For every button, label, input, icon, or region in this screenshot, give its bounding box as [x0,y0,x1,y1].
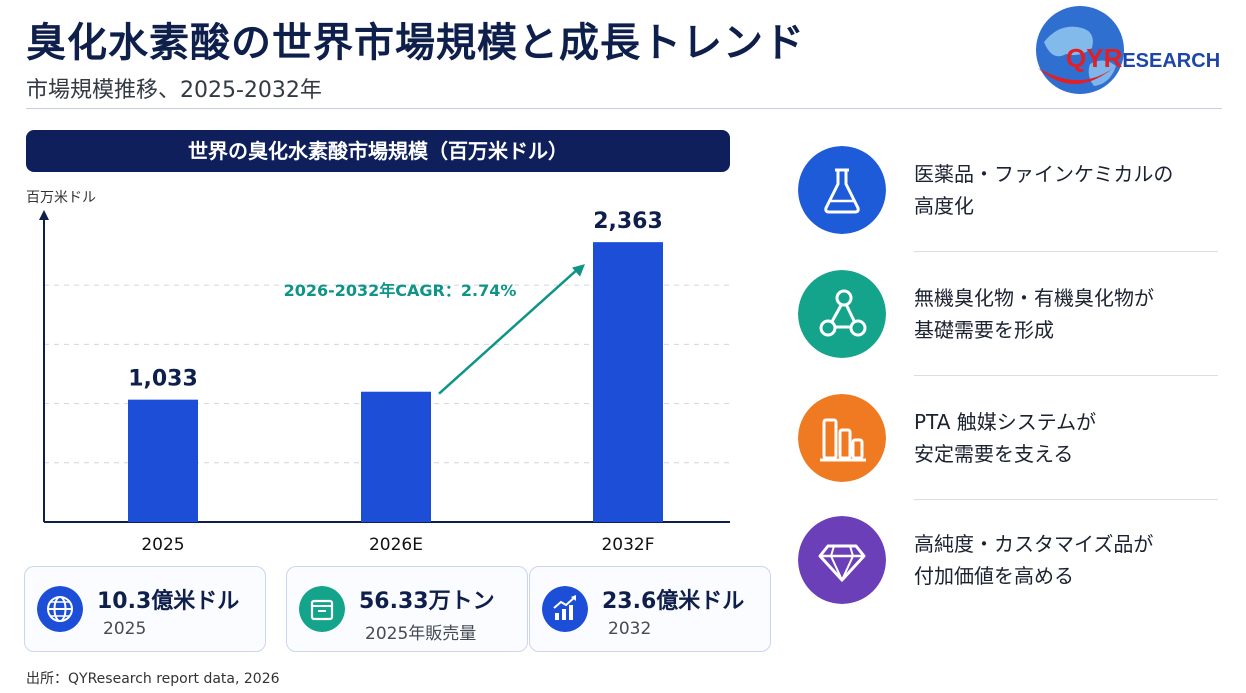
kpi-value: 56.33万トン [359,589,495,614]
feature-text: PTA 触媒システムが 安定需要を支える [914,410,1097,466]
kpi-value: 23.6億米ドル [602,589,745,614]
feature-divider [914,499,1218,500]
y-axis-arrow [39,210,49,220]
x-tick-2025: 2025 [141,535,184,555]
x-tick-2026E: 2026E [369,535,423,555]
flask-icon [798,146,886,234]
molecule-icon [798,270,886,358]
globe-icon [37,586,83,632]
kpi-label: 2025年販売量 [365,624,477,644]
page-subtitle: 市場規模推移、2025-2032年 [26,78,322,103]
bar-2025 [128,399,198,522]
feature-item-pta-catalyst: PTA 触媒システムが 安定需要を支える [798,378,1218,500]
factory-icon [798,394,886,482]
feature-item-pharma: 医薬品・ファインケミカルの 高度化 [798,130,1218,252]
diamond-icon [798,516,886,604]
y-axis-label: 百万米ドル [26,190,96,206]
kpi-card-market-size-2025: 10.3億米ドル 2025 [24,566,266,652]
market-size-bar-chart: 百万米ドル 1,033 2025 2026E 2,363 2032F 2026-2032年C… [26,190,730,555]
feature-text: 高純度・カスタマイズ品が 付加価値を高める [914,532,1154,588]
kpi-card-market-size-2032: 23.6億米ドル 2032 [529,566,771,652]
chart-title-banner: 世界の臭化水素酸市場規模（百万米ドル） [26,130,730,172]
x-tick-2032F: 2032F [601,535,654,555]
kpi-card-sales-volume-2025: 56.33万トン 2025年販売量 [286,566,528,652]
data-label-2025: 1,033 [128,367,198,392]
feature-text: 無機臭化物・有機臭化物が 基礎需要を形成 [914,286,1154,342]
feature-divider [914,251,1218,252]
kpi-label: 2025 [103,619,147,639]
logo-wordmark: QYRESEARCH [1066,43,1221,73]
header-divider [26,108,1222,109]
qyresearch-logo [1036,6,1128,94]
box-icon [299,586,345,632]
feature-text: 医薬品・ファインケミカルの 高度化 [914,162,1174,218]
feature-item-high-purity: 高純度・カスタマイズ品が 付加価値を高める [798,500,1218,622]
growth-chart-icon [542,586,588,632]
cagr-arrow-head [572,264,585,277]
data-label-2032F: 2,363 [593,209,663,234]
cagr-arrow-line [438,265,582,395]
source-note: 出所：QYResearch report data, 2026 [26,671,280,687]
bar-2026E [361,391,431,522]
feature-item-bromides: 無機臭化物・有機臭化物が 基礎需要を形成 [798,254,1218,376]
kpi-label: 2032 [608,619,652,639]
bar-2032F [593,242,663,522]
cagr-annotation: 2026-2032年CAGR：2.74% [284,281,517,300]
feature-divider [914,375,1218,376]
page-title: 臭化水素酸の世界市場規模と成長トレンド [26,20,805,66]
kpi-value: 10.3億米ドル [97,589,240,614]
